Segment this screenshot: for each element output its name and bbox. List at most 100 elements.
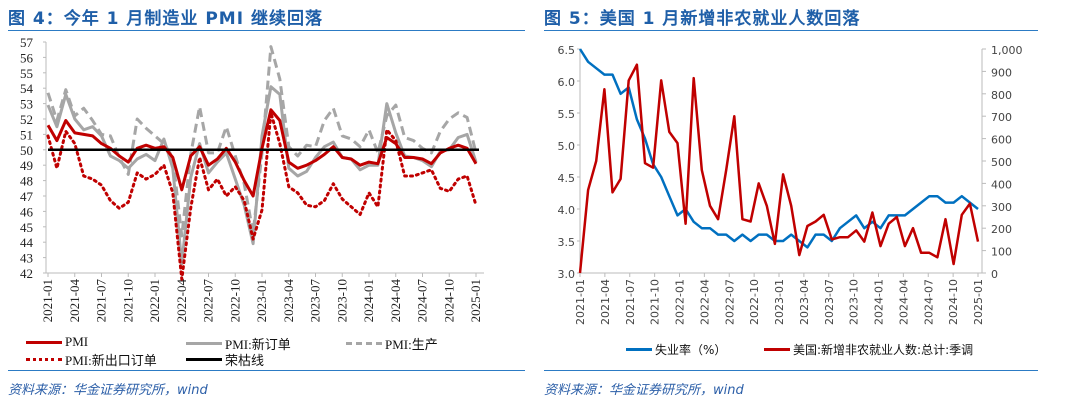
y-tick-label: 51 <box>20 127 33 142</box>
legend-label: 荣枯线 <box>225 353 265 368</box>
x-tick-label: 2023-07 <box>823 279 836 325</box>
y-tick-label: 42 <box>20 266 33 281</box>
x-tick-label: 2022-07 <box>723 279 736 325</box>
y-tick-label: 55 <box>20 66 33 81</box>
left-chart-title: 图 4：今年 1 月制造业 PMI 继续回落 <box>8 9 323 29</box>
x-tick-label: 2024-10 <box>947 279 960 325</box>
series-line-3 <box>46 111 478 281</box>
x-tick-label: 2021-10 <box>649 279 662 325</box>
x-tick-label: 2025-01 <box>972 279 985 325</box>
x-tick-label: 2024-01 <box>873 279 886 325</box>
legend-threshold: 荣枯线 <box>186 350 264 369</box>
x-tick-label: 2024-04 <box>897 279 910 325</box>
x-tick-label: 2022-10 <box>227 279 242 322</box>
x-tick-label: 2022-04 <box>174 279 189 323</box>
legend-swatch-solid-red <box>26 340 62 344</box>
x-tick-label: 2024-01 <box>361 279 376 322</box>
right-y-tick-label: 800 <box>991 89 1012 102</box>
legend-label: PMI:新出口订单 <box>65 353 157 368</box>
left-y-tick-label: 6.0 <box>558 76 576 89</box>
y-tick-label: 57 <box>20 35 34 50</box>
legend-swatch-solid-black <box>186 358 222 361</box>
x-tick-label: 2023-07 <box>308 279 323 323</box>
nfp-chart: 3.0 3.5 4.0 4.5 5.0 5.5 6.0 6.5 0 100 200 300 400 500… <box>558 44 1023 325</box>
y-tick-label: 50 <box>20 143 33 158</box>
y-tick-label: 49 <box>20 158 33 173</box>
x-tick-label: 2022-04 <box>698 279 711 325</box>
legend-label: PMI:生产 <box>385 337 438 352</box>
right-chart-title: 图 5：美国 1 月新增非农就业人数回落 <box>544 9 861 29</box>
legend-pmi: PMI <box>26 334 88 350</box>
y-tick-label: 47 <box>20 189 34 204</box>
right-y-tick-label: 100 <box>991 246 1012 259</box>
y-tick-label: 45 <box>20 220 33 235</box>
x-tick-label: 2024-07 <box>922 279 935 325</box>
x-tick-label: 2022-01 <box>674 279 687 325</box>
y-tick-label: 46 <box>20 204 34 219</box>
x-tick-label: 2022-01 <box>147 279 162 322</box>
legend-swatch-dashed-gray <box>346 342 382 345</box>
left-y-tick-label: 3.5 <box>558 236 576 249</box>
legend-swatch-dotted-red <box>26 358 62 361</box>
right-y-tick-label: 500 <box>991 156 1012 169</box>
legend-label: PMI <box>65 334 89 349</box>
legend-unemployment: 失业率（%） <box>626 341 726 358</box>
right-y-tick-label: 600 <box>991 134 1012 147</box>
series-line-0 <box>46 108 478 198</box>
right-y-tick-label: 700 <box>991 111 1012 124</box>
x-tick-label: 2023-04 <box>281 279 296 323</box>
right-y-tick-label: 200 <box>991 223 1012 236</box>
right-y-tick-label: 900 <box>991 66 1012 79</box>
y-tick-label: 43 <box>20 251 33 266</box>
x-tick-label: 2024-04 <box>388 279 403 323</box>
left-y-tick-label: 3.0 <box>558 268 576 281</box>
legend-new-orders: PMI:新订单 <box>186 334 291 353</box>
source-divider <box>8 370 525 371</box>
series-line-unemployment <box>578 48 979 249</box>
y-tick-label: 48 <box>20 174 33 189</box>
right-y-tick-label: 0 <box>991 268 998 281</box>
x-tick-label: 2021-04 <box>599 279 612 325</box>
legend-nonfarm: 美国:新增非农就业人数:总计:季调 <box>764 341 973 358</box>
x-tick-label: 2025-01 <box>468 279 483 322</box>
left-y-tick-label: 4.5 <box>558 172 576 185</box>
legend-swatch-blue <box>626 348 652 351</box>
title-divider <box>544 30 1038 31</box>
x-tick-label: 2021-04 <box>67 279 82 323</box>
x-tick-label: 2022-07 <box>201 279 216 323</box>
right-source: 资料来源：华金证券研究所，wind <box>544 383 744 398</box>
legend-swatch-solid-gray <box>186 342 222 345</box>
x-tick-label: 2022-10 <box>748 279 761 325</box>
x-tick-label: 2021-10 <box>120 279 135 322</box>
x-tick-label: 2024-10 <box>441 279 456 322</box>
x-tick-label: 2024-07 <box>415 279 430 323</box>
x-tick-label: 2023-04 <box>798 279 811 325</box>
x-tick-label: 2021-07 <box>94 279 109 323</box>
legend-export-orders: PMI:新出口订单 <box>26 350 157 369</box>
left-y-tick-label: 5.0 <box>558 140 576 153</box>
x-tick-label: 2021-07 <box>624 279 637 325</box>
y-tick-label: 53 <box>20 97 33 112</box>
x-tick-label: 2023-01 <box>773 279 786 325</box>
legend-label: PMI:新订单 <box>225 337 291 352</box>
legend-label: 失业率（%） <box>655 343 727 357</box>
right-y-tick-label: 400 <box>991 178 1012 191</box>
y-tick-label: 54 <box>20 81 34 96</box>
legend-label: 美国:新增非农就业人数:总计:季调 <box>793 343 974 357</box>
y-tick-label: 56 <box>20 50 34 65</box>
title-divider <box>8 30 525 31</box>
right-panel: 图 5：美国 1 月新增非农就业人数回落 3.0 3.5 4.0 4.5 5.0 5.5 6… <box>540 0 1080 407</box>
x-tick-label: 2023-10 <box>334 279 349 322</box>
x-tick-label: 2023-01 <box>254 279 269 322</box>
right-y-tick-label: 1,000 <box>991 44 1023 57</box>
right-y-tick-label: 300 <box>991 201 1012 214</box>
left-panel: 图 4：今年 1 月制造业 PMI 继续回落 42 43 44 45 46 47 48 49 5… <box>8 9 525 398</box>
series-line-nonfarm <box>578 63 980 274</box>
x-tick-label: 2021-01 <box>574 279 587 325</box>
left-y-tick-label: 6.5 <box>558 44 576 57</box>
left-y-tick-label: 5.5 <box>558 108 576 121</box>
left-source: 资料来源：华金证券研究所，wind <box>8 383 208 398</box>
y-tick-label: 52 <box>20 112 33 127</box>
x-tick-label: 2021-01 <box>40 279 55 322</box>
